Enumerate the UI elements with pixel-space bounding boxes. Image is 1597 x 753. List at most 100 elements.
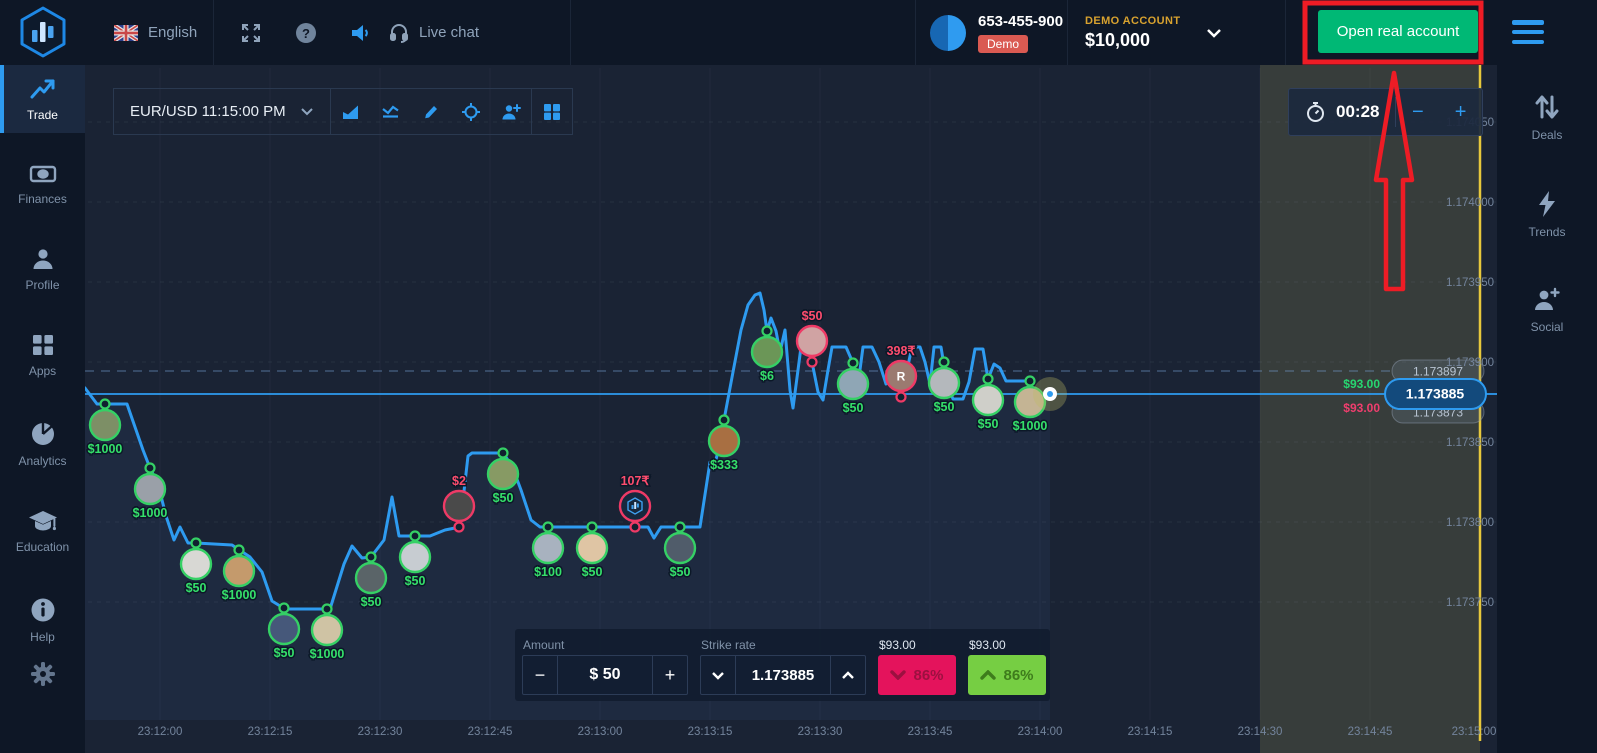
sidebar-item-finances[interactable]: Finances	[0, 151, 85, 217]
multi-chart-icon[interactable]	[530, 89, 572, 134]
menu-icon[interactable]	[1512, 20, 1544, 44]
trade-marker-pin	[190, 537, 202, 549]
boundary-price-pill: 1.173897	[1413, 365, 1463, 379]
timer-increase-button[interactable]: +	[1454, 101, 1467, 123]
chevron-down-icon	[1206, 28, 1222, 38]
trade-amount-label: $1000	[88, 442, 123, 456]
timer-decrease-button[interactable]: −	[1412, 101, 1424, 123]
sidebar-item-social[interactable]: Social	[1497, 273, 1597, 346]
trader-avatar	[750, 335, 784, 369]
amount-decrease-button[interactable]: −	[534, 664, 546, 685]
trade-marker-pin	[144, 462, 156, 474]
trader-avatar	[836, 367, 870, 401]
trade-amount-label: $50	[493, 491, 514, 505]
trade-marker-pin	[542, 521, 554, 533]
trader-avatar	[1013, 385, 1047, 419]
trader-avatar	[707, 424, 741, 458]
uk-flag-icon	[114, 24, 138, 41]
trade-marker-pin	[278, 602, 290, 614]
trade-marker-pin	[629, 521, 641, 533]
trader-avatar	[486, 457, 520, 491]
trade-marker-pin	[806, 356, 818, 368]
account-info[interactable]: 653-455-900 Demo	[930, 0, 1063, 65]
strike-decrease-button[interactable]	[701, 656, 735, 694]
sidebar-label: Deals	[1531, 128, 1563, 142]
trade-icon	[29, 77, 57, 101]
sidebar-item-profile[interactable]: Profile	[0, 235, 85, 303]
sidebar-item-deals[interactable]: Deals	[1497, 79, 1597, 154]
strike-increase-button[interactable]	[831, 656, 865, 694]
trade-amount-label: $333	[710, 458, 738, 472]
open-real-account-button[interactable]: Open real account	[1318, 10, 1478, 53]
copy-trader-icon[interactable]	[491, 89, 531, 134]
trade-amount-label: $1000	[133, 506, 168, 520]
settings-gear-icon[interactable]	[0, 661, 85, 687]
amount-value[interactable]: $ 50	[557, 656, 653, 694]
help-icon[interactable]: ?	[291, 0, 321, 65]
chevron-down-icon	[890, 670, 907, 680]
trade-amount-label: $100	[534, 565, 562, 579]
chevron-up-icon	[980, 670, 997, 680]
trade-marker-pin	[586, 521, 598, 533]
fullscreen-icon[interactable]	[236, 0, 266, 65]
top-bar: English ? Live ch	[0, 0, 1597, 65]
price-axis-label: 1.173900	[1446, 357, 1494, 369]
chart-type-icon[interactable]	[331, 89, 371, 134]
sell-down-button[interactable]: 86%	[878, 655, 956, 695]
trade-amount-label: $6	[760, 369, 774, 383]
headset-icon	[388, 22, 410, 44]
buy-up-button[interactable]: 86%	[968, 655, 1046, 695]
payout-down-label: $93.00	[879, 638, 916, 652]
time-axis-label: 23:12:30	[358, 726, 403, 738]
time-axis-label: 23:14:30	[1238, 726, 1283, 738]
account-switcher[interactable]: DEMO ACCOUNT $10,000	[1085, 0, 1222, 65]
trade-amount-label: $50	[670, 565, 691, 579]
right-sidebar: Deals Trends Social	[1497, 65, 1597, 753]
strike-rate-value[interactable]: 1.173885	[735, 656, 831, 694]
banknote-icon	[29, 163, 57, 185]
strike-rate-label: Strike rate	[701, 638, 756, 652]
time-axis-label: 23:13:00	[578, 726, 623, 738]
trade-marker-pin	[982, 373, 994, 385]
time-axis-label: 23:15:00	[1452, 726, 1497, 738]
trader-avatar	[971, 383, 1005, 417]
trade-marker-pin	[938, 356, 950, 368]
time-axis-label: 23:14:00	[1018, 726, 1063, 738]
drawing-pencil-icon[interactable]	[411, 89, 451, 134]
sidebar-label: Education	[15, 540, 70, 554]
trade-amount-label: $1000	[222, 588, 257, 602]
trader-avatar	[884, 359, 918, 393]
trade-marker-pin	[895, 391, 907, 403]
sidebar-label: Help	[30, 630, 55, 644]
time-axis-label: 23:12:45	[468, 726, 513, 738]
amount-increase-button[interactable]: +	[664, 664, 676, 685]
balance-value: $10,000	[1085, 29, 1151, 50]
current-price-pill: 1.173885	[1406, 386, 1465, 402]
sidebar-label: Social	[1530, 320, 1564, 334]
crosshair-icon[interactable]	[451, 89, 491, 134]
sidebar-item-education[interactable]: Education	[0, 497, 85, 565]
sidebar-item-apps[interactable]: Apps	[0, 321, 85, 389]
sound-icon[interactable]	[345, 0, 375, 65]
person-plus-icon	[1533, 287, 1561, 313]
time-axis-label: 23:14:45	[1348, 726, 1393, 738]
trade-amount-label: $50	[802, 309, 823, 323]
live-chat-button[interactable]: Live chat	[388, 0, 588, 65]
trade-amount-label: $1000	[310, 647, 345, 661]
sidebar-item-analytics[interactable]: Analytics	[0, 409, 85, 479]
sidebar-item-help[interactable]: Help	[0, 585, 85, 655]
language-selector[interactable]: English	[100, 0, 211, 65]
symbol-selector[interactable]: EUR/USD 11:15:00 PM	[114, 89, 331, 134]
trader-avatar	[88, 408, 122, 442]
time-axis-label: 23:13:15	[688, 726, 733, 738]
trade-marker-pin	[1024, 375, 1036, 387]
amount-stepper: − $ 50 +	[522, 655, 688, 695]
sidebar-label: Apps	[28, 364, 57, 378]
trade-amount-label: $50	[934, 400, 955, 414]
sidebar-item-trends[interactable]: Trends	[1497, 176, 1597, 251]
app-logo[interactable]	[18, 6, 68, 58]
sidebar-item-trade[interactable]: Trade	[0, 65, 85, 133]
indicators-icon[interactable]	[371, 89, 411, 134]
price-axis-label: 1.174000	[1446, 197, 1494, 209]
